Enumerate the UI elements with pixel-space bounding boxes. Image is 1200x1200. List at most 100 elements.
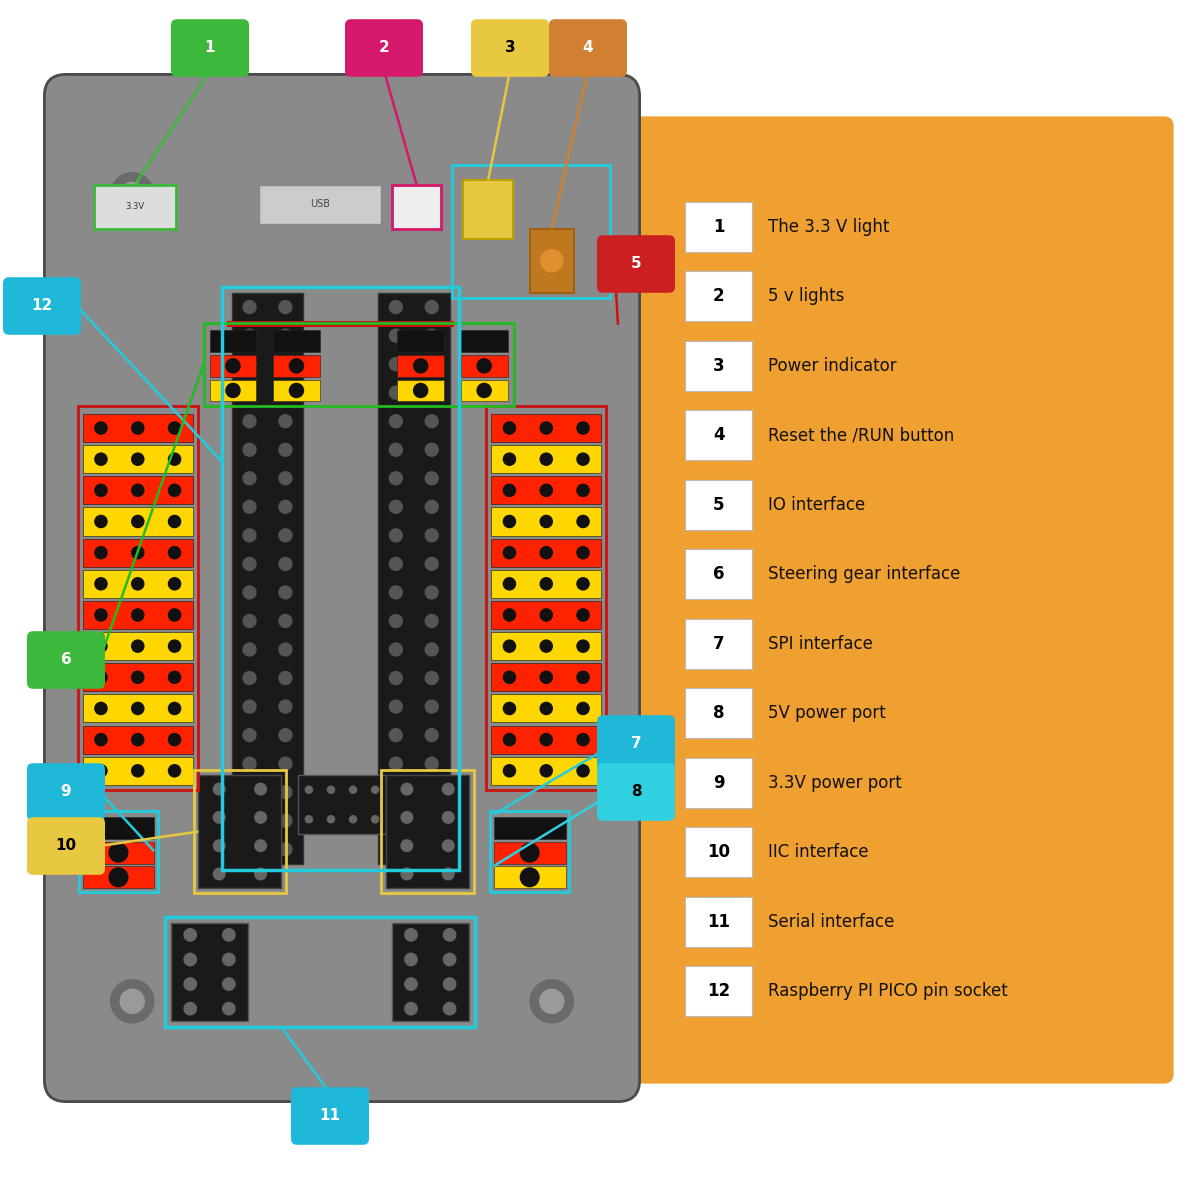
Circle shape	[425, 443, 438, 456]
Text: 4: 4	[583, 41, 593, 55]
Circle shape	[503, 671, 516, 683]
Bar	[491, 811, 569, 892]
Circle shape	[443, 868, 454, 880]
Circle shape	[95, 454, 107, 466]
Circle shape	[389, 586, 402, 599]
Circle shape	[404, 929, 418, 941]
Text: 10: 10	[55, 839, 77, 853]
Circle shape	[425, 614, 438, 628]
Circle shape	[132, 546, 144, 559]
Circle shape	[425, 358, 438, 371]
Bar	[494, 866, 565, 888]
Bar	[83, 508, 193, 535]
Circle shape	[540, 422, 552, 434]
Bar	[274, 379, 320, 401]
Bar	[78, 406, 198, 790]
Circle shape	[244, 815, 256, 827]
Text: IIC interface: IIC interface	[768, 844, 869, 862]
Circle shape	[214, 784, 224, 794]
Circle shape	[132, 577, 144, 590]
Circle shape	[540, 702, 552, 714]
Circle shape	[278, 386, 292, 400]
Bar	[83, 445, 193, 473]
Text: Raspberry PI PICO pin socket: Raspberry PI PICO pin socket	[768, 983, 1008, 1001]
Circle shape	[132, 702, 144, 714]
Circle shape	[540, 454, 552, 466]
Circle shape	[389, 500, 402, 514]
Bar	[204, 323, 514, 406]
Text: 4: 4	[713, 426, 725, 444]
Circle shape	[223, 1002, 235, 1015]
Circle shape	[278, 586, 292, 599]
Circle shape	[389, 786, 402, 799]
Circle shape	[244, 301, 256, 313]
Circle shape	[389, 672, 402, 684]
Circle shape	[184, 978, 197, 990]
Circle shape	[278, 301, 292, 313]
Circle shape	[223, 929, 235, 941]
Circle shape	[540, 989, 564, 1013]
Bar	[491, 414, 601, 442]
Circle shape	[389, 386, 402, 400]
Bar	[170, 923, 248, 1021]
Text: 8: 8	[713, 704, 725, 722]
Circle shape	[168, 454, 181, 466]
Text: 3.3V: 3.3V	[126, 203, 144, 211]
Circle shape	[278, 329, 292, 342]
Circle shape	[109, 844, 127, 862]
Bar	[491, 570, 601, 598]
Circle shape	[95, 608, 107, 622]
FancyBboxPatch shape	[685, 757, 752, 808]
Text: 9: 9	[61, 785, 71, 799]
Circle shape	[244, 558, 256, 570]
Circle shape	[425, 500, 438, 514]
Circle shape	[389, 842, 402, 856]
Circle shape	[95, 485, 107, 497]
Circle shape	[389, 558, 402, 570]
FancyBboxPatch shape	[550, 19, 628, 77]
Circle shape	[132, 733, 144, 745]
Circle shape	[577, 546, 589, 559]
Text: 12: 12	[707, 983, 731, 1001]
Circle shape	[389, 529, 402, 542]
Circle shape	[278, 472, 292, 485]
Circle shape	[132, 764, 144, 776]
Circle shape	[444, 1002, 456, 1015]
Circle shape	[389, 415, 402, 427]
FancyBboxPatch shape	[685, 202, 752, 252]
Circle shape	[577, 640, 589, 653]
Bar	[491, 539, 601, 566]
Bar	[79, 811, 158, 892]
Circle shape	[540, 546, 552, 559]
Circle shape	[110, 979, 154, 1022]
Circle shape	[328, 816, 335, 823]
Text: 11: 11	[319, 1109, 341, 1123]
Circle shape	[168, 608, 181, 622]
Circle shape	[401, 811, 413, 823]
Bar	[227, 322, 455, 328]
FancyBboxPatch shape	[632, 116, 1174, 1084]
Bar	[274, 355, 320, 377]
FancyBboxPatch shape	[685, 896, 752, 947]
Bar	[83, 866, 155, 888]
Circle shape	[503, 422, 516, 434]
Circle shape	[414, 359, 427, 373]
Circle shape	[278, 558, 292, 570]
FancyBboxPatch shape	[685, 966, 752, 1016]
Bar	[378, 293, 450, 864]
Circle shape	[244, 586, 256, 599]
Circle shape	[132, 485, 144, 497]
Circle shape	[244, 358, 256, 371]
Circle shape	[132, 608, 144, 622]
Circle shape	[132, 671, 144, 683]
Circle shape	[132, 422, 144, 434]
Text: Reset the /RUN button: Reset the /RUN button	[768, 426, 954, 444]
Circle shape	[425, 643, 438, 656]
Text: IO interface: IO interface	[768, 496, 865, 514]
Bar	[491, 445, 601, 473]
FancyBboxPatch shape	[598, 235, 674, 293]
Circle shape	[110, 173, 154, 216]
Circle shape	[541, 250, 563, 272]
Circle shape	[389, 443, 402, 456]
Text: 11: 11	[707, 913, 731, 931]
